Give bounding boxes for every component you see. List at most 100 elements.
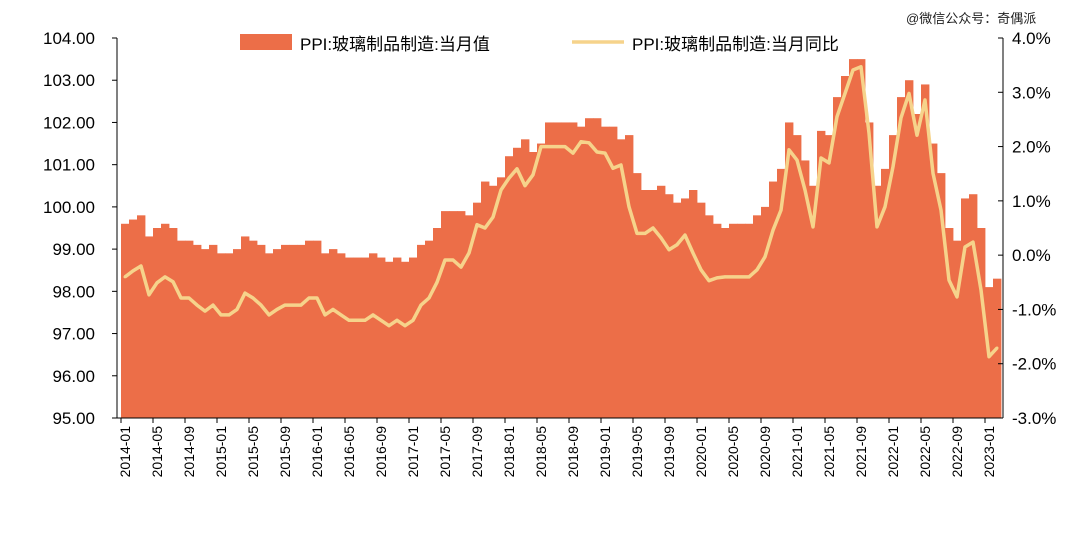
x-tick-label: 2016-05 [341, 426, 357, 478]
bar [633, 173, 642, 418]
bar [529, 152, 538, 418]
bar [689, 190, 698, 418]
yoy-point [355, 318, 359, 322]
bar [505, 156, 514, 418]
yoy-point [899, 116, 903, 120]
x-tick-label: 2014-01 [117, 426, 133, 478]
yoy-point [347, 318, 351, 322]
bar [441, 211, 450, 418]
yoy-point [587, 141, 591, 145]
right-tick-label: 3.0% [1012, 83, 1051, 102]
yoy-point [883, 205, 887, 209]
bar [265, 253, 274, 418]
bar [409, 257, 418, 418]
yoy-point [595, 150, 599, 154]
x-tick-label: 2018-05 [533, 426, 549, 478]
yoy-point [779, 208, 783, 212]
bar [273, 249, 282, 418]
bar [217, 253, 226, 418]
bar [833, 97, 842, 418]
right-tick-label: 2.0% [1012, 138, 1051, 157]
yoy-point [291, 303, 295, 307]
bar [961, 198, 970, 418]
yoy-point [515, 167, 519, 171]
x-tick-label: 2022-05 [917, 426, 933, 478]
bar [553, 122, 562, 418]
bar [177, 240, 186, 418]
x-tick-label: 2020-01 [693, 426, 709, 478]
bar [969, 194, 978, 418]
bar [153, 228, 162, 418]
legend-line-label: PPI:玻璃制品制造:当月同比 [632, 35, 839, 54]
bar [257, 244, 266, 418]
right-axis-ticks: -3.0% -2.0% -1.0% 0.0% 1.0% 2.0% 3.0% 4.0% [998, 29, 1056, 428]
yoy-point [603, 151, 607, 155]
yoy-point [491, 215, 495, 219]
yoy-point [403, 324, 407, 328]
yoy-point [555, 145, 559, 149]
bar [697, 202, 706, 418]
bar [417, 244, 426, 418]
x-tick-label: 2018-01 [501, 426, 517, 478]
yoy-point [211, 303, 215, 307]
right-tick-label: -1.0% [1012, 300, 1056, 319]
bar [617, 139, 626, 419]
x-tick-label: 2022-09 [949, 426, 965, 478]
bar [865, 122, 874, 418]
yoy-point [227, 313, 231, 317]
bar-series [121, 59, 1002, 419]
bar [329, 249, 338, 418]
yoy-point [891, 165, 895, 169]
yoy-point [619, 163, 623, 167]
yoy-point [419, 303, 423, 307]
yoy-point [539, 145, 543, 149]
bar [809, 185, 818, 418]
x-tick-label: 2015-09 [277, 426, 293, 478]
left-tick-label: 100.00 [43, 198, 95, 217]
yoy-point [819, 156, 823, 160]
bar [473, 202, 482, 418]
bar [241, 236, 250, 418]
bar [737, 223, 746, 418]
yoy-point [859, 65, 863, 69]
bar [457, 211, 466, 418]
bar [481, 181, 490, 418]
bar [977, 228, 986, 418]
yoy-point [771, 228, 775, 232]
yoy-point [195, 303, 199, 307]
yoy-point [691, 251, 695, 255]
bar [121, 223, 130, 418]
bar [745, 223, 754, 418]
yoy-point [915, 133, 919, 137]
right-tick-label: 4.0% [1012, 29, 1051, 48]
bar [937, 173, 946, 418]
bar [169, 228, 178, 418]
x-tick-label: 2021-09 [853, 426, 869, 478]
yoy-point [507, 176, 511, 180]
bar [945, 228, 954, 418]
yoy-point [939, 208, 943, 212]
bar [721, 228, 730, 418]
yoy-point [571, 151, 575, 155]
left-tick-label: 101.00 [43, 156, 95, 175]
legend-bar-swatch [240, 34, 292, 50]
bar [641, 190, 650, 418]
yoy-point [467, 251, 471, 255]
yoy-point [443, 258, 447, 262]
yoy-point [427, 296, 431, 300]
bar [753, 215, 762, 418]
left-tick-label: 96.00 [52, 367, 95, 386]
x-tick-label: 2016-09 [373, 426, 389, 478]
yoy-point [219, 313, 223, 317]
x-tick-label: 2019-05 [629, 426, 645, 478]
bar [281, 244, 290, 418]
bar [193, 244, 202, 418]
yoy-point [523, 184, 527, 188]
left-tick-label: 95.00 [52, 409, 95, 428]
yoy-point [795, 158, 799, 162]
x-tick-label: 2014-09 [181, 426, 197, 478]
yoy-point [979, 288, 983, 292]
x-tick-label: 2015-01 [213, 426, 229, 478]
yoy-point [283, 303, 287, 307]
x-tick-label: 2019-01 [597, 426, 613, 478]
